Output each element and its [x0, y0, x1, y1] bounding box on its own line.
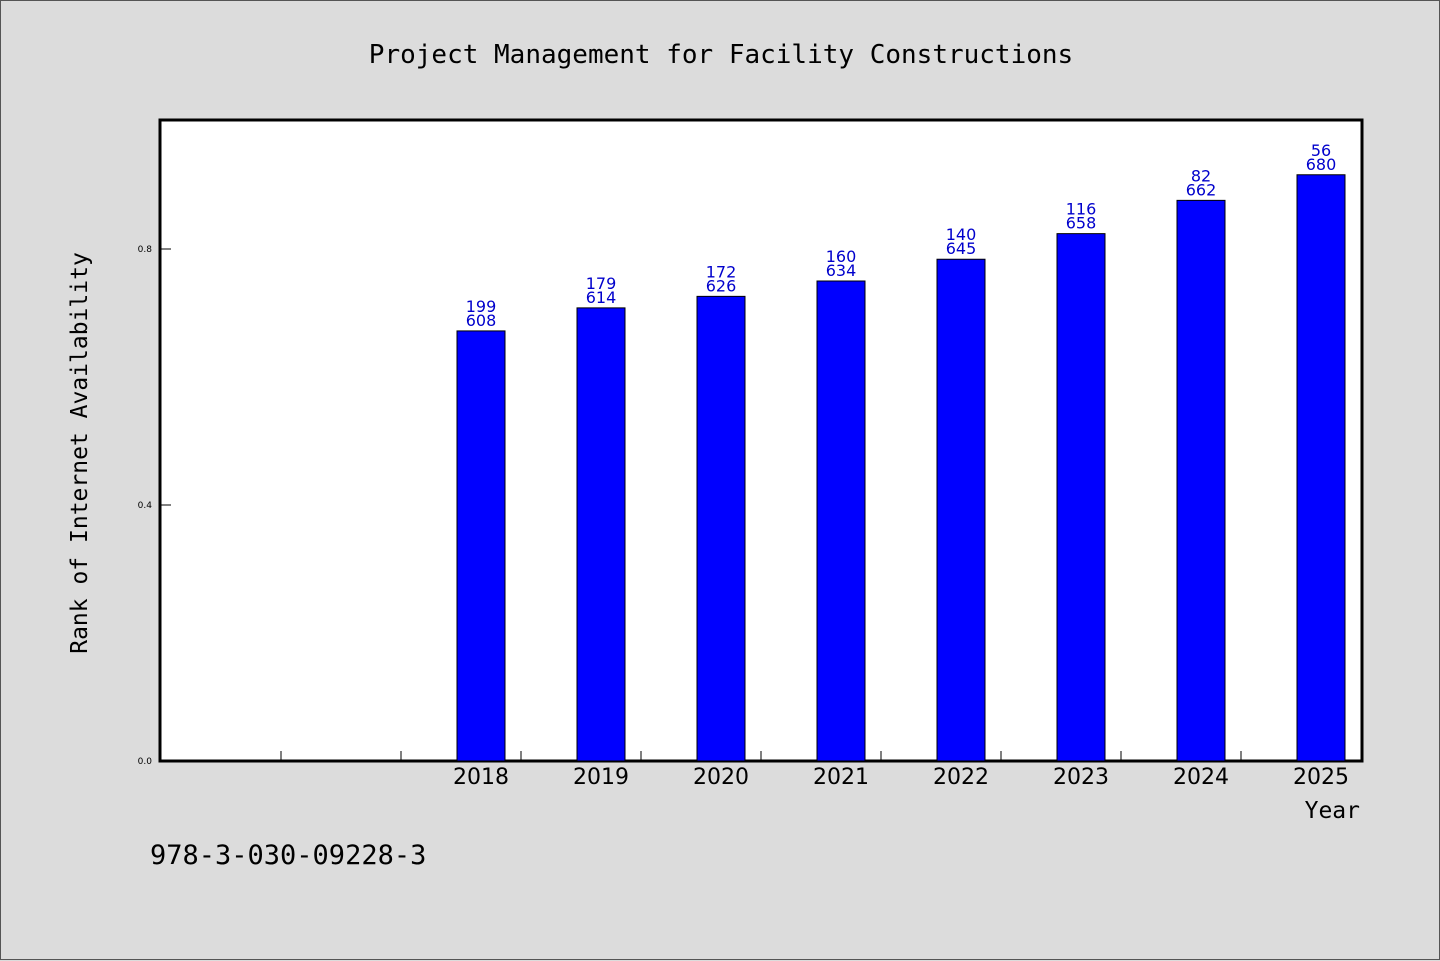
x-tick-label: 2025: [1293, 765, 1349, 790]
bar-label-bottom: 614: [586, 288, 617, 307]
y-axis: 0.0 0.4 0.8: [138, 245, 171, 767]
footnote-isbn: 978-3-030-09228-3: [150, 840, 426, 871]
x-tick-label: 2022: [933, 765, 989, 790]
x-tick-label: 2018: [453, 765, 509, 790]
bar-2024: [1176, 199, 1226, 762]
x-tick-label: 2019: [573, 765, 629, 790]
bar-label-top: 116: [1066, 200, 1097, 219]
bar-label-bottom: 658: [1066, 214, 1097, 233]
x-axis-label: Year: [1305, 798, 1360, 824]
x-tick-label: 2023: [1053, 765, 1109, 790]
y-tick-label: 0.0: [138, 757, 153, 767]
bar-label-top: 82: [1191, 166, 1211, 185]
y-tick-label: 0.8: [138, 245, 153, 255]
y-tick-label: 0.4: [138, 501, 153, 511]
x-axis: 2018 2019 2020 2021 2022 2023 2024 2025: [280, 751, 1349, 790]
bar-label-top: 199: [466, 297, 497, 316]
bar-label-top: 140: [946, 225, 977, 244]
bar-label-bottom: 645: [946, 239, 977, 258]
plot-area: [158, 118, 1364, 763]
x-tick-label: 2021: [813, 765, 869, 790]
bar-label-bottom: 634: [826, 261, 857, 280]
bar-label-top: 172: [706, 262, 737, 281]
bar-2022: [936, 258, 986, 762]
bar-label-top: 56: [1311, 141, 1331, 160]
y-axis-label: Rank of Internet Availability: [67, 252, 93, 654]
x-tick-label: 2020: [693, 765, 749, 790]
bar-2025: [1296, 174, 1346, 762]
chart-title: Project Management for Facility Construc…: [369, 40, 1073, 70]
bar-2021: [816, 280, 866, 762]
bar-label-bottom: 680: [1306, 155, 1337, 174]
bars-group: [456, 174, 1346, 762]
bar-label-top: 179: [586, 274, 617, 293]
bar-label-bottom: 662: [1186, 180, 1217, 199]
bar-2023: [1056, 233, 1106, 762]
x-tick-label: 2024: [1173, 765, 1229, 790]
bar-2018: [456, 330, 506, 762]
bar-2020: [696, 295, 746, 762]
bar-label-bottom: 608: [466, 311, 497, 330]
bar-2019: [576, 307, 626, 762]
bar-label-top: 160: [826, 247, 857, 266]
bar-label-bottom: 626: [706, 276, 737, 295]
